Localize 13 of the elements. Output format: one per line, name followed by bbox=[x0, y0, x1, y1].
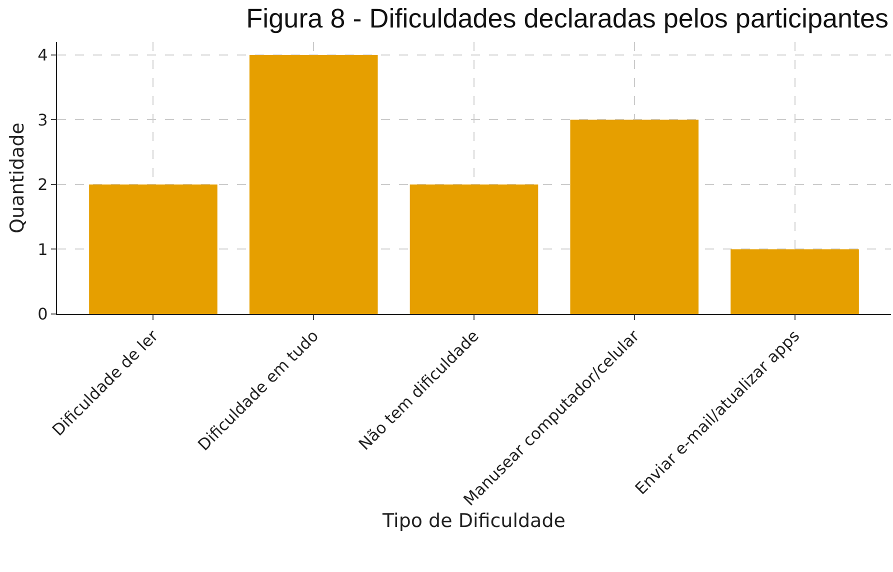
bar bbox=[730, 249, 859, 314]
y-tick-label: 3 bbox=[38, 110, 48, 130]
chart-title: Figura 8 - Dificuldades declaradas pelos participantes bbox=[246, 3, 889, 34]
y-tick-label: 0 bbox=[38, 304, 48, 324]
y-tick-label: 4 bbox=[38, 46, 48, 65]
y-tick-label: 2 bbox=[38, 175, 48, 194]
bar bbox=[570, 120, 699, 314]
bar bbox=[89, 184, 218, 314]
y-axis-title: Quantidade bbox=[6, 122, 28, 234]
bar bbox=[249, 54, 378, 314]
bar bbox=[410, 184, 538, 314]
y-tick-label: 1 bbox=[38, 240, 48, 259]
x-axis-title: Tipo de Dificuldade bbox=[382, 510, 566, 532]
